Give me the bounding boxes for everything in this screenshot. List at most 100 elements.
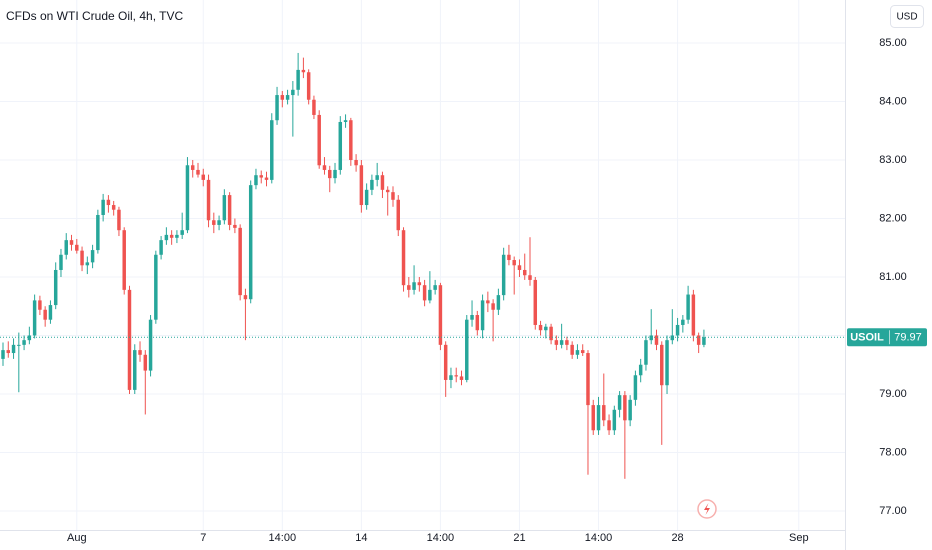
candle-body: [233, 224, 237, 228]
candle-body: [385, 189, 390, 193]
candle-body: [301, 69, 306, 73]
candle-body: [449, 375, 453, 380]
candle-body: [354, 159, 358, 166]
candle-body: [349, 120, 353, 160]
candle-body: [370, 179, 374, 190]
candle-body: [507, 254, 511, 261]
candle-body: [491, 303, 495, 310]
candle-body: [306, 72, 311, 100]
candle-body: [264, 177, 269, 180]
candle-body: [32, 300, 37, 336]
last-price-tag: [847, 328, 927, 347]
candle-body: [417, 282, 422, 286]
currency-box[interactable]: [890, 5, 924, 28]
candle-body: [143, 354, 148, 371]
candle-body: [248, 185, 253, 300]
last-price-value: 79.97: [894, 332, 922, 344]
candle-body: [38, 300, 42, 310]
candle-body: [64, 240, 68, 255]
candle-body: [412, 282, 416, 290]
candle-body: [454, 375, 458, 377]
candle-body: [559, 340, 564, 345]
candle-body: [702, 337, 706, 345]
candle-body: [180, 230, 184, 235]
candle-body: [612, 409, 617, 431]
candle-body: [196, 169, 200, 175]
candle-body: [665, 340, 669, 386]
candle-body: [270, 120, 274, 180]
candle-body: [238, 227, 242, 296]
candle-body: [338, 121, 343, 170]
candle-body: [596, 405, 601, 431]
candle-body: [465, 319, 469, 380]
candle-body: [190, 165, 195, 170]
candle-body: [6, 350, 11, 354]
candle-body: [681, 319, 685, 325]
candle-body: [148, 319, 153, 371]
candle-body: [69, 240, 74, 245]
y-tick-label: 82.00: [879, 212, 907, 224]
candle-body: [154, 254, 158, 320]
chart-title: CFDs on WTI Crude Oil, 4h, TVC: [6, 9, 183, 23]
candle-body: [675, 324, 680, 336]
candle-body: [496, 295, 501, 310]
candle-body: [638, 364, 643, 376]
candle-body: [670, 335, 675, 341]
candle-body: [27, 335, 32, 341]
candle-body: [660, 344, 664, 386]
candle-body: [649, 335, 653, 341]
candle-body: [517, 265, 522, 270]
candle-body: [164, 234, 169, 241]
candle-body: [528, 275, 532, 280]
y-tick-label: 79.00: [879, 388, 907, 400]
candle-body: [43, 309, 47, 320]
candle-body: [533, 279, 538, 325]
x-tick-label: 14: [355, 532, 367, 544]
candle-body: [554, 340, 559, 345]
candle-body: [96, 214, 100, 251]
candle-body: [433, 285, 437, 290]
candle-body: [486, 300, 490, 304]
candle-body: [133, 350, 137, 390]
candle-body: [85, 262, 90, 266]
candle-body: [127, 289, 132, 390]
candle-body: [580, 350, 585, 354]
candle-body: [75, 244, 79, 251]
candle-body: [175, 234, 179, 238]
candle-body: [512, 260, 516, 266]
candle-body: [122, 230, 126, 290]
candle-body: [470, 315, 474, 320]
candle-body: [159, 240, 163, 255]
candle-body: [617, 395, 622, 410]
candles: [0, 52, 845, 479]
candle-body: [691, 294, 696, 336]
x-tick-label: 28: [671, 532, 683, 544]
candle-body: [212, 220, 216, 225]
candle-body: [59, 254, 63, 270]
candle-body: [538, 324, 543, 331]
candle-body: [459, 376, 464, 380]
y-tick-label: 85.00: [879, 37, 907, 49]
candle-body: [280, 95, 285, 100]
candle-body: [644, 340, 648, 365]
candle-body: [422, 285, 427, 301]
candle-body: [285, 95, 290, 100]
candle-body: [475, 315, 480, 331]
y-tick-label: 78.00: [879, 446, 907, 458]
candle-body: [11, 344, 16, 354]
candle-body: [623, 395, 627, 421]
x-tick-label: 14:00: [269, 532, 297, 544]
candle-body: [217, 220, 221, 225]
y-tick-label: 81.00: [879, 271, 907, 283]
candle-body: [254, 175, 258, 186]
candle-body: [17, 344, 21, 346]
candle-body: [401, 230, 406, 286]
candle-body: [117, 209, 121, 231]
x-tick-label: 7: [200, 532, 206, 544]
candle-body: [696, 335, 701, 345]
candle-body: [391, 192, 395, 200]
candle-body: [328, 169, 332, 179]
lightning-icon[interactable]: [697, 499, 717, 519]
